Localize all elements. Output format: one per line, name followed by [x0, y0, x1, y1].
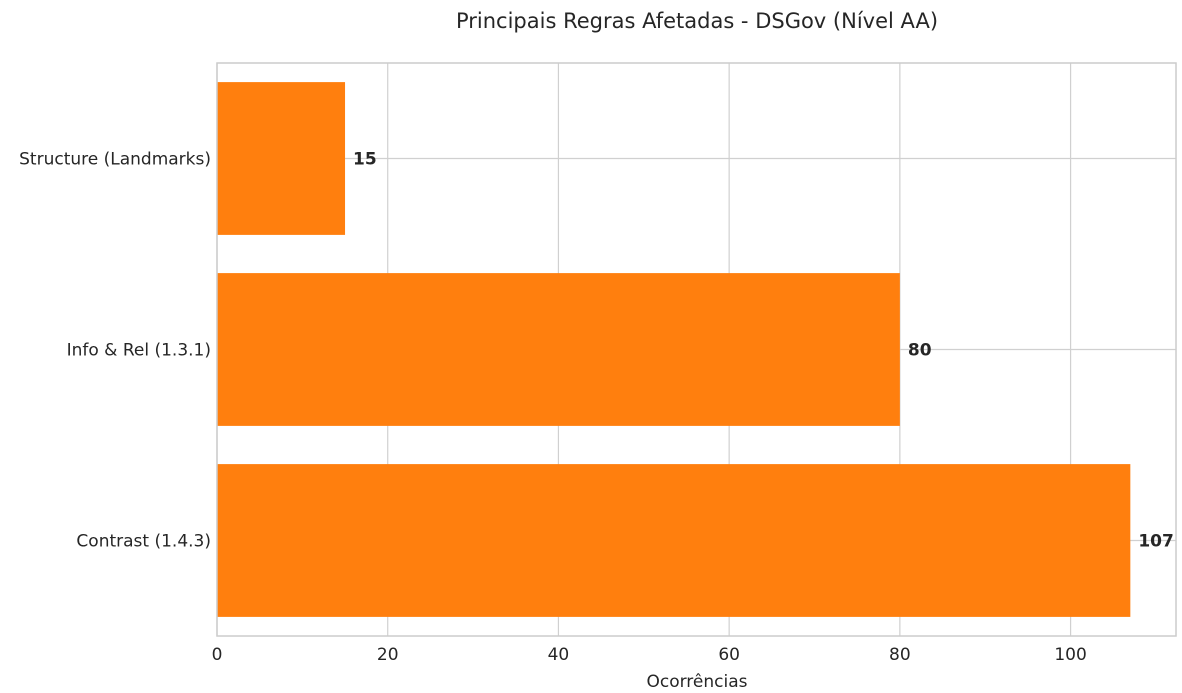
bar: [217, 82, 346, 235]
bar-value-label: 80: [908, 341, 932, 361]
x-tick-label: 100: [1054, 645, 1086, 665]
chart-title: Principais Regras Afetadas - DSGov (Níve…: [456, 9, 938, 33]
axes-frame: [216, 62, 1177, 637]
value-labels: 15 80 107: [353, 150, 1174, 552]
y-tick-label: Contrast (1.4.3): [76, 532, 211, 552]
bar-value-label: 107: [1138, 532, 1174, 552]
x-axis-label: Ocorrências: [646, 672, 747, 692]
y-tick-label: Structure (Landmarks): [19, 150, 211, 170]
bars: [217, 82, 1131, 617]
bar-value-label: 15: [353, 150, 377, 170]
x-tick-label: 40: [548, 645, 570, 665]
x-tick-label: 80: [889, 645, 911, 665]
x-tick-labels: 0 20 40 60 80 100: [212, 645, 1087, 665]
x-tick-label: 60: [718, 645, 740, 665]
bar: [217, 273, 900, 426]
y-tick-labels: Structure (Landmarks) Info & Rel (1.3.1) C…: [19, 150, 211, 552]
x-tick-label: 20: [377, 645, 399, 665]
y-tick-label: Info & Rel (1.3.1): [67, 341, 211, 361]
bar: [217, 464, 1131, 617]
x-tick-label: 0: [212, 645, 223, 665]
plot-frame: [216, 62, 1177, 637]
